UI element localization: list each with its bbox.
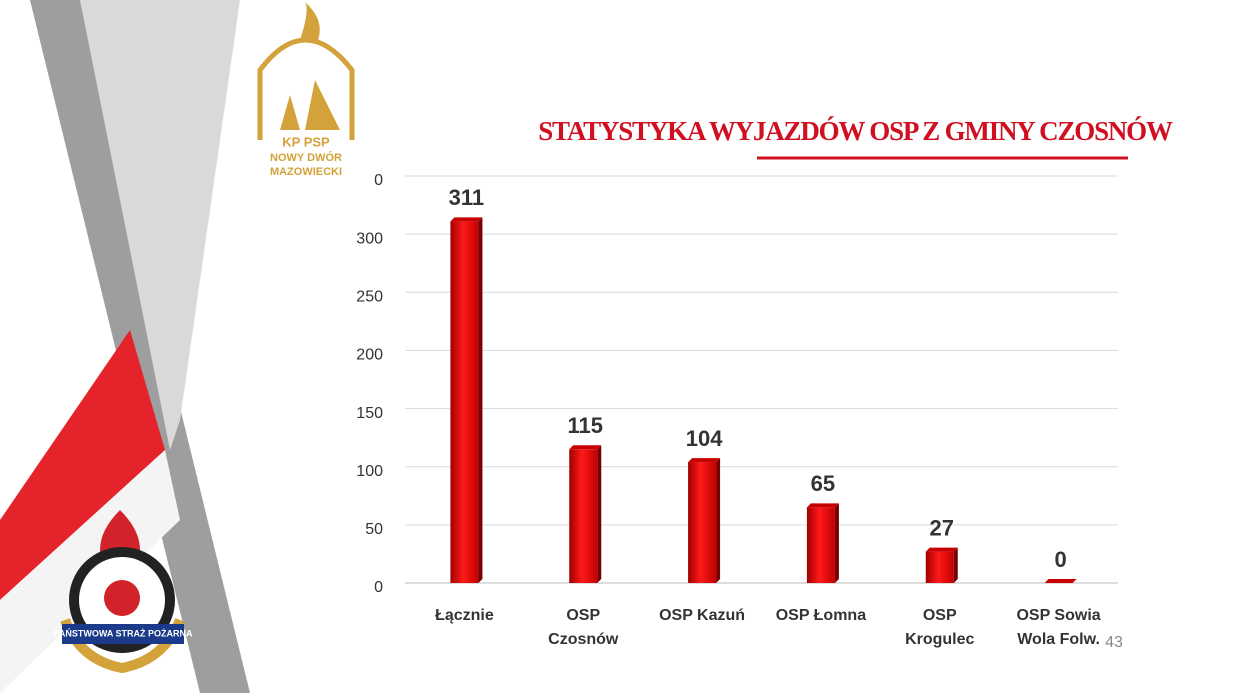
data-label: 65 bbox=[811, 471, 835, 496]
emblem bbox=[60, 510, 185, 674]
logo-text: NOWY DWÓR bbox=[270, 151, 342, 164]
y-tick-label: 0 bbox=[374, 579, 383, 596]
y-tick-label: 0 bbox=[374, 172, 383, 189]
x-tick-label: OSP Kazuń bbox=[659, 607, 746, 624]
logo-text: KP PSP bbox=[282, 134, 330, 149]
y-tick-label: 150 bbox=[356, 405, 383, 422]
bar bbox=[450, 221, 479, 583]
stripe bbox=[30, 0, 250, 693]
bar-top bbox=[450, 217, 483, 222]
y-tick-label: 300 bbox=[356, 230, 383, 247]
bar-top bbox=[925, 547, 958, 552]
emblem-text: PAŃSTWOWA STRAŻ POŻARNA bbox=[54, 628, 193, 638]
data-label: 311 bbox=[449, 185, 485, 210]
data-label: 104 bbox=[686, 426, 723, 451]
bar bbox=[806, 507, 835, 583]
bar-top bbox=[806, 503, 839, 508]
y-tick-label: 50 bbox=[365, 521, 383, 538]
bar-top bbox=[1044, 579, 1077, 583]
y-tick-label: 100 bbox=[356, 463, 383, 480]
bar-side bbox=[716, 458, 721, 583]
bar bbox=[569, 449, 598, 583]
bar-top bbox=[688, 458, 721, 463]
bar bbox=[925, 551, 954, 583]
bar-top bbox=[569, 445, 602, 450]
x-tick-label: OSP Czosnów bbox=[548, 607, 619, 648]
x-tick-label: OSP Sowia Wola Folw. bbox=[1016, 607, 1101, 648]
page-number: 43 bbox=[1105, 634, 1123, 651]
y-tick-label: 200 bbox=[356, 347, 383, 364]
x-tick-label: OSP Krogulec bbox=[905, 607, 975, 648]
bar-side bbox=[597, 445, 602, 583]
bar bbox=[688, 462, 717, 583]
bar-side bbox=[834, 503, 839, 583]
data-label: 27 bbox=[930, 515, 954, 540]
logo bbox=[257, 2, 355, 140]
bar-side bbox=[953, 547, 958, 583]
data-label: 115 bbox=[568, 413, 604, 438]
logo-text: MAZOWIECKI bbox=[270, 166, 342, 178]
chart-title: STATYSTYKA WYJAZDÓW OSP Z GMINY CZOSNÓW bbox=[538, 116, 1173, 146]
stripe bbox=[0, 330, 165, 600]
stripe bbox=[80, 0, 240, 450]
x-tick-label: Łącznie bbox=[435, 607, 494, 624]
x-tick-label: OSP Łomna bbox=[775, 607, 867, 624]
data-label: 0 bbox=[1054, 547, 1066, 572]
y-tick-label: 250 bbox=[356, 289, 383, 306]
bar-side bbox=[478, 217, 483, 583]
